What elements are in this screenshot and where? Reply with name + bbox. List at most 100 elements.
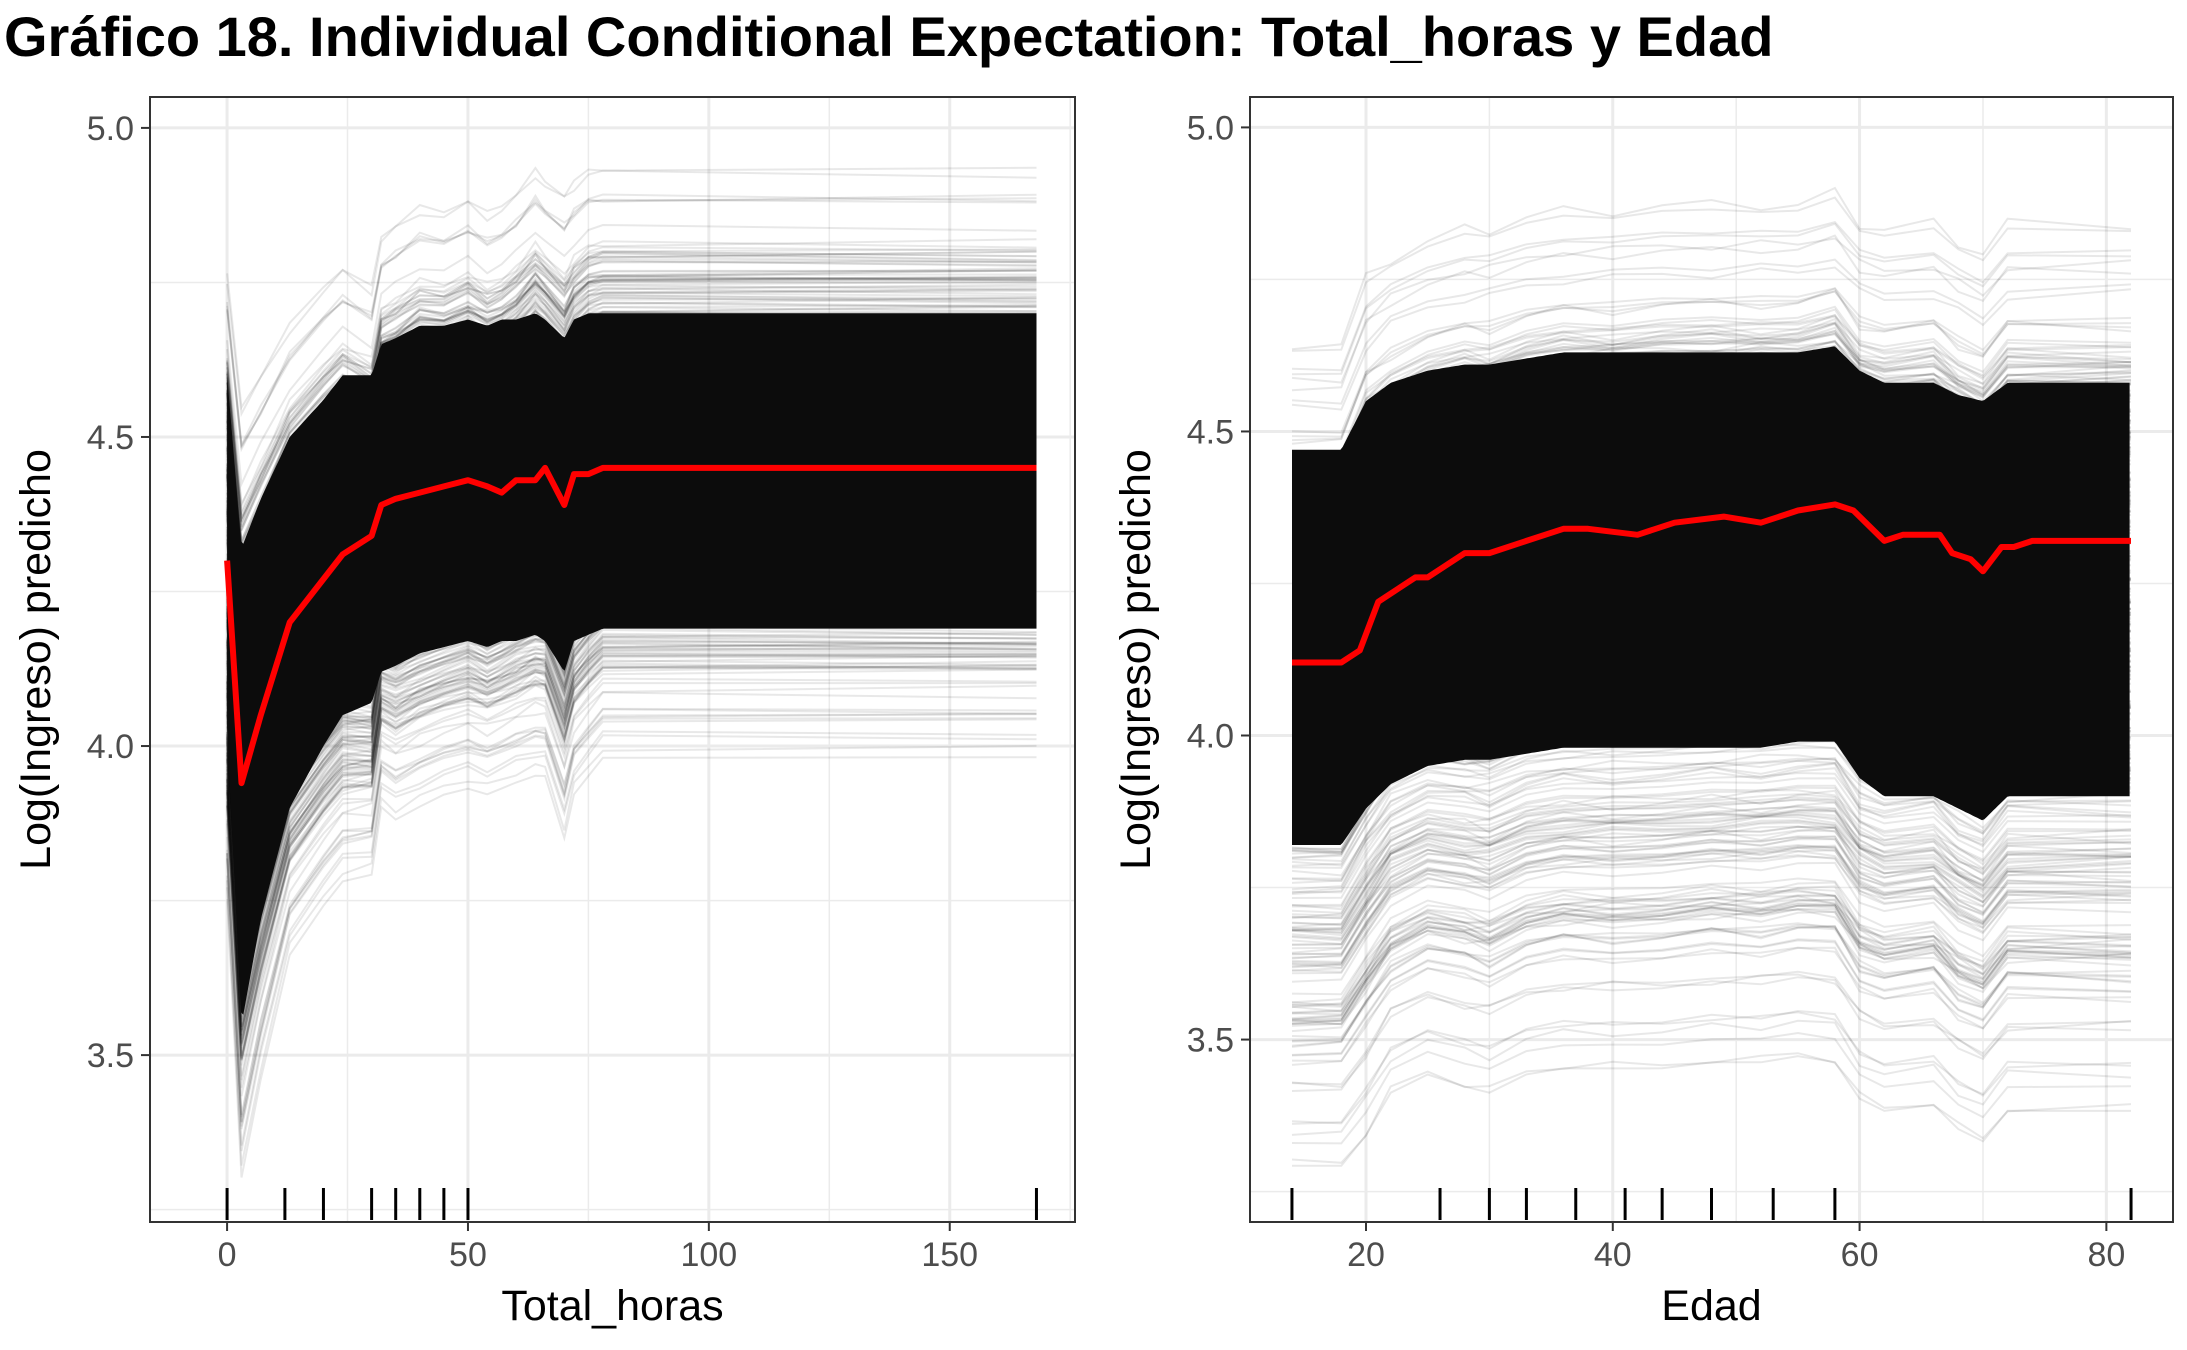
ice-line — [1291, 315, 2132, 461]
ice-line — [1291, 313, 2132, 470]
ice-line — [1291, 835, 2132, 960]
ice-line — [226, 664, 1037, 1059]
ice-line — [226, 250, 1037, 523]
ice-line — [1291, 767, 2132, 895]
ice-line — [1291, 305, 2132, 456]
ice-line — [1291, 777, 2132, 899]
ice-line — [1291, 890, 2132, 1008]
ice-line — [1291, 186, 2132, 351]
ice-line — [1291, 805, 2132, 926]
ice-line — [1291, 234, 2132, 392]
ice-line — [226, 677, 1037, 1077]
ice-line — [1291, 821, 2132, 942]
y-tick-label: 5.0 — [1187, 109, 1234, 147]
ice-line — [226, 626, 1037, 1013]
ice-line — [226, 620, 1037, 1002]
y-tick-label: 5.0 — [87, 110, 134, 148]
ice-line — [226, 717, 1037, 1127]
ice-line — [226, 662, 1037, 1059]
ice-dense-band — [1292, 346, 2130, 845]
ice-line — [226, 730, 1037, 1146]
ice-line — [1291, 899, 2132, 1020]
ice-lines — [1291, 186, 2132, 1167]
ice-line — [1291, 796, 2132, 917]
ice-line — [1291, 894, 2132, 1014]
ice-line — [226, 260, 1037, 531]
x-axis-title: Total_horas — [501, 1282, 723, 1330]
ice-line — [1291, 1031, 2132, 1145]
ice-line — [226, 614, 1037, 996]
ice-line — [226, 642, 1037, 1033]
ice-line — [226, 616, 1037, 996]
ice-line — [1291, 289, 2132, 442]
ice-line — [1291, 322, 2132, 471]
ice-line — [1291, 815, 2132, 937]
ice-line — [1291, 819, 2132, 939]
ice-line — [226, 223, 1037, 488]
ice-line — [226, 708, 1037, 1118]
ice-line — [1291, 838, 2132, 959]
x-tick-label: 40 — [1594, 1236, 1632, 1274]
x-axis-title: Edad — [1661, 1282, 1761, 1330]
ice-line — [226, 251, 1037, 522]
ice-line — [1291, 895, 2132, 1013]
ice-line — [226, 664, 1037, 1060]
ice-line — [1291, 820, 2132, 941]
ice-line — [226, 257, 1037, 528]
ice-line — [226, 659, 1037, 1054]
ice-line — [1291, 771, 2132, 894]
ice-line — [1291, 762, 2132, 894]
ice-line — [226, 617, 1037, 997]
x-tick-label: 20 — [1347, 1236, 1385, 1274]
ice-line — [1291, 314, 2132, 460]
ice-line — [1291, 894, 2132, 1015]
ice-line — [1291, 789, 2132, 920]
ice-line — [1291, 908, 2132, 1026]
ice-line — [226, 620, 1037, 1004]
ice-line — [226, 643, 1037, 1032]
ice-line — [1291, 885, 2132, 1009]
ice-panel-total-horas: 0 50 100 150 3.5 4.0 4.5 5.0 Total_horas Log(Ingr… — [12, 96, 1076, 1330]
ice-line — [1291, 887, 2132, 1006]
ice-line — [226, 618, 1037, 1001]
ice-line — [1291, 1019, 2132, 1136]
average-line — [1292, 501, 2131, 666]
ice-line — [226, 269, 1037, 545]
ice-line — [1291, 757, 2132, 884]
ice-line — [226, 756, 1037, 1178]
ice-line — [1291, 784, 2132, 907]
ice-line — [226, 665, 1037, 1061]
ice-line — [226, 734, 1037, 1152]
ice-line — [226, 638, 1037, 1027]
ice-line — [1291, 939, 2132, 1057]
ice-line — [1291, 881, 2132, 1004]
ice-line — [226, 691, 1037, 1097]
ice-line — [1291, 835, 2132, 956]
ice-line — [1291, 903, 2132, 1022]
ice-line — [226, 248, 1037, 518]
x-tick-label: 0 — [218, 1236, 237, 1274]
ice-line — [226, 666, 1037, 1062]
ice-line — [1291, 757, 2132, 880]
ice-line — [226, 707, 1037, 1116]
ice-line — [1291, 845, 2132, 965]
ice-line — [226, 668, 1037, 1066]
ice-line — [1291, 849, 2132, 972]
y-tick-label: 4.5 — [1187, 413, 1234, 451]
ice-line — [1291, 287, 2132, 434]
ice-line — [1291, 308, 2132, 460]
ice-line — [1291, 762, 2132, 891]
ice-line — [1291, 266, 2132, 411]
ice-line — [1291, 1052, 2132, 1164]
ice-line — [226, 624, 1037, 1010]
ice-line — [1292, 786, 2132, 908]
ice-line — [1291, 793, 2132, 914]
ice-line — [1291, 813, 2132, 934]
ice-line — [1291, 904, 2132, 1023]
ice-line — [1291, 845, 2132, 969]
ice-line — [1291, 855, 2132, 975]
ice-line — [1291, 904, 2132, 1025]
ice-line — [1291, 798, 2132, 920]
ice-line — [226, 267, 1037, 546]
